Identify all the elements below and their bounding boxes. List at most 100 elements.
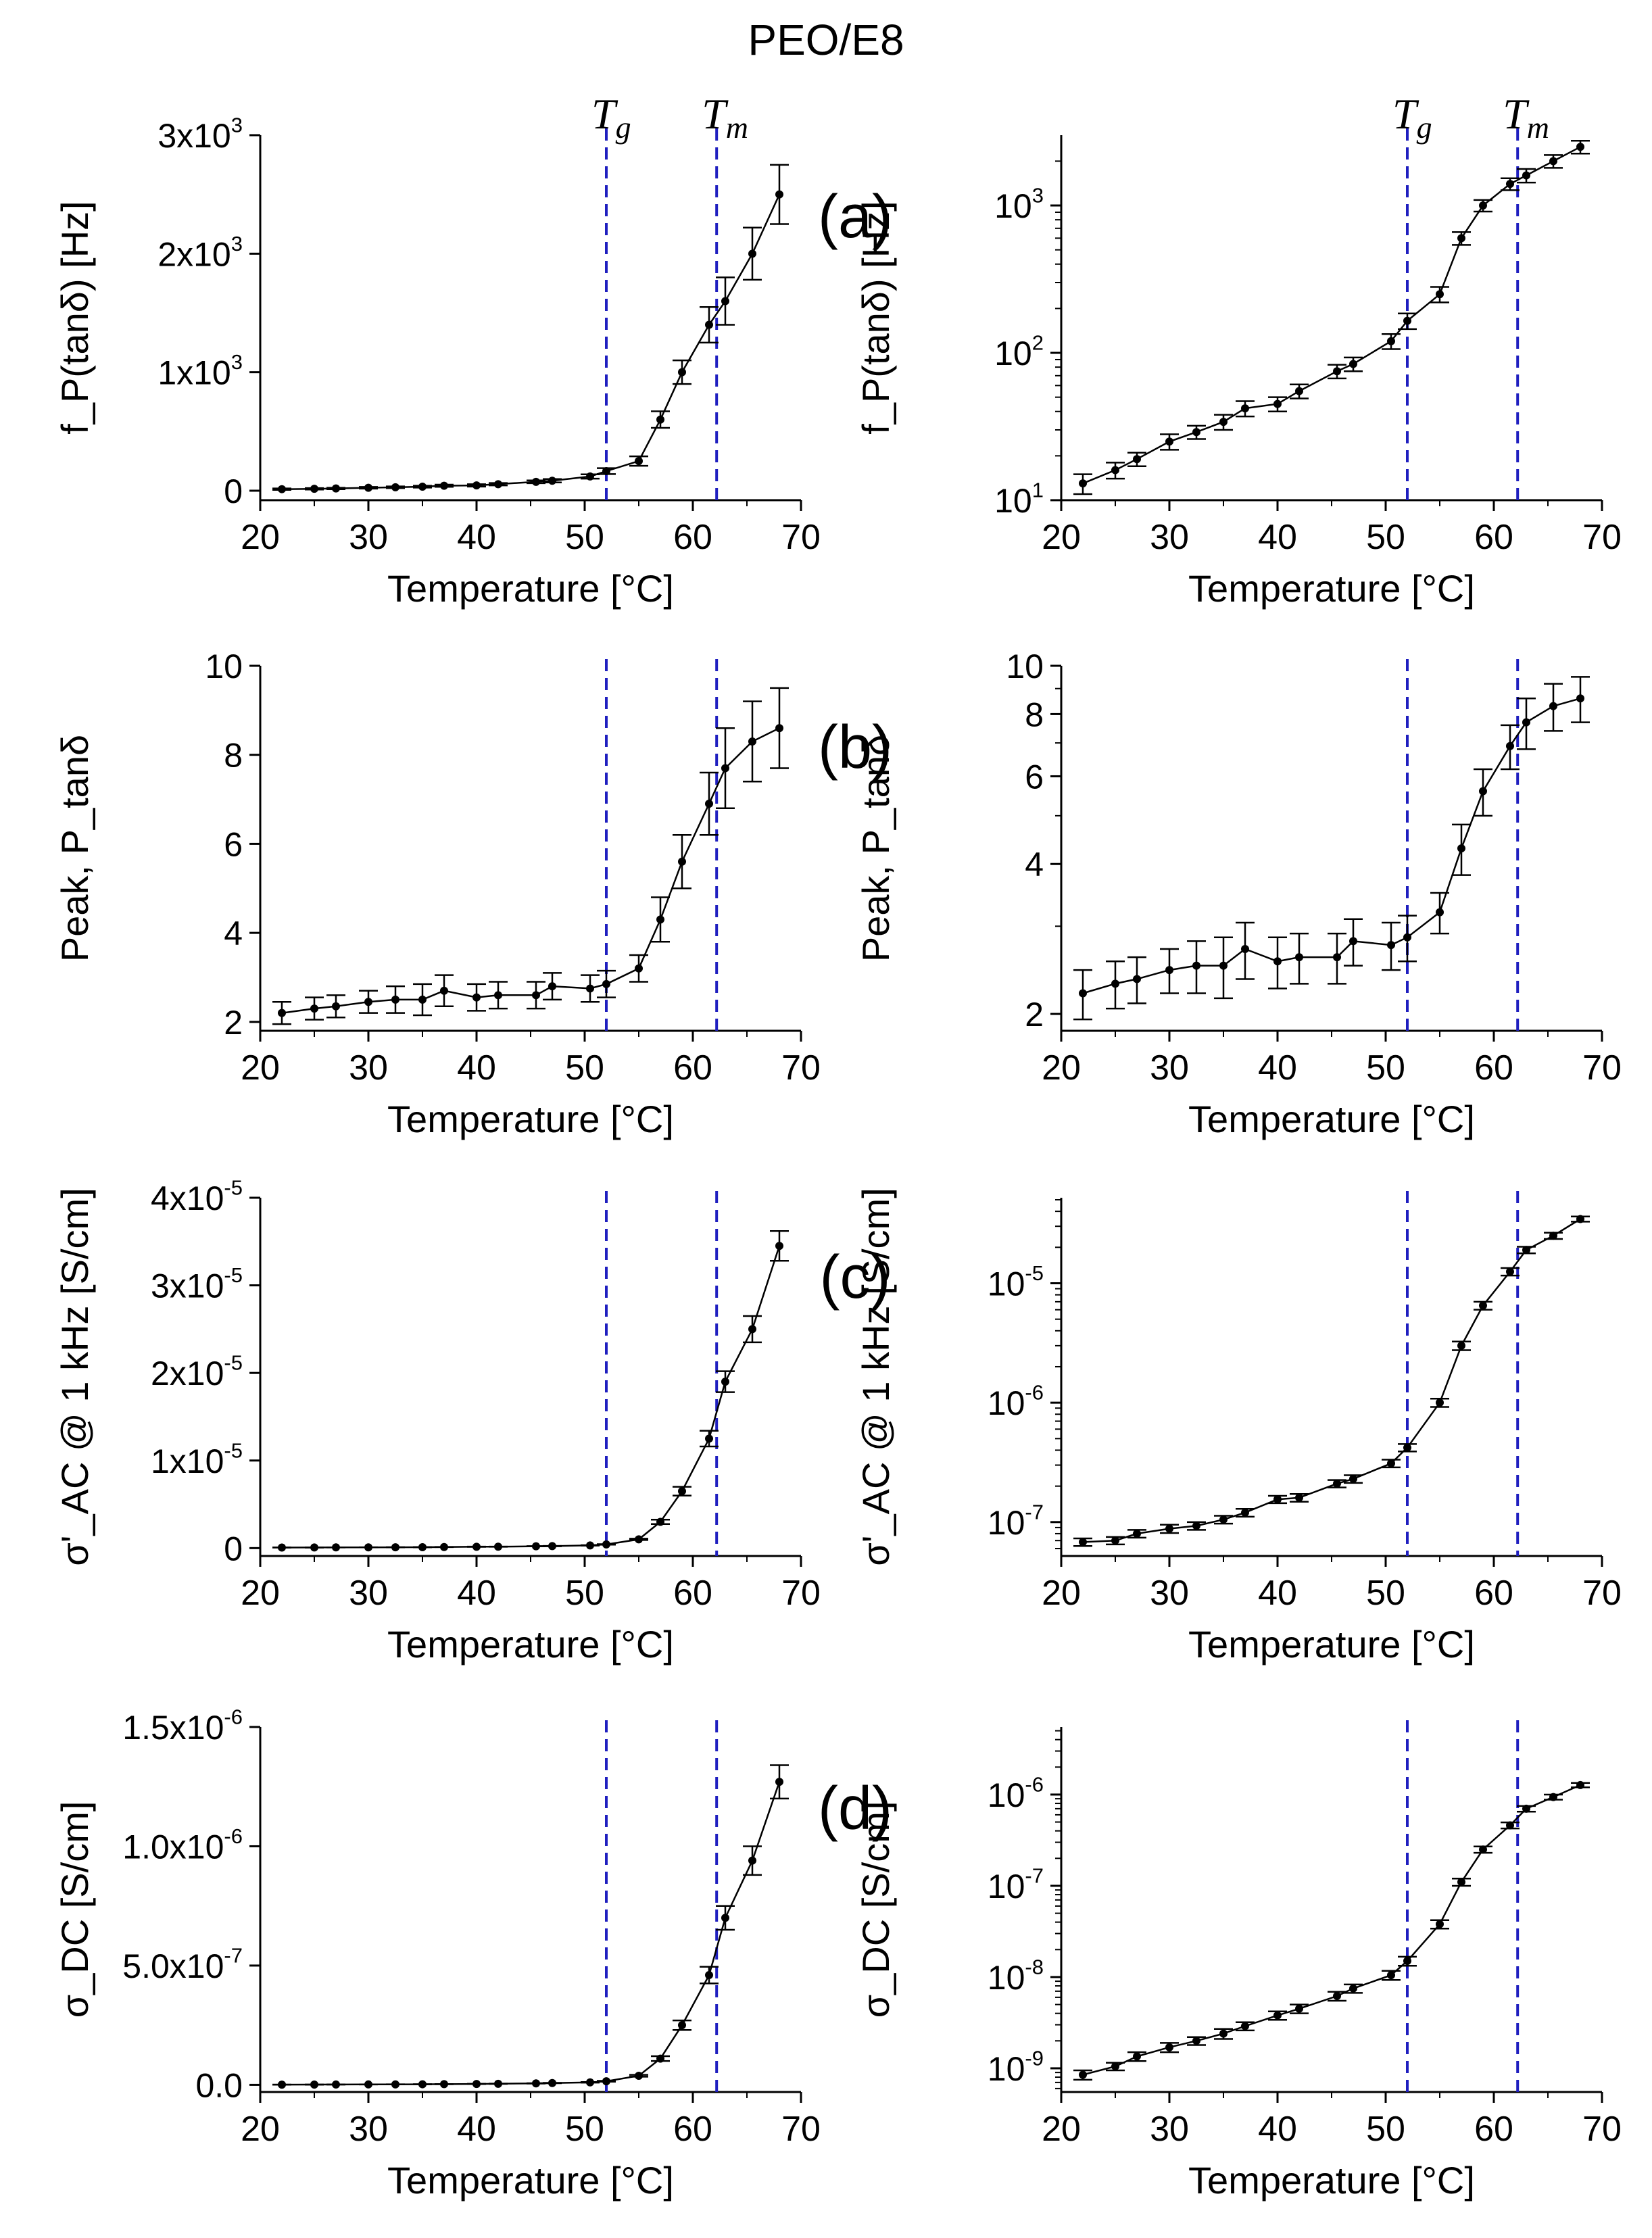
data-point [1436, 1920, 1444, 1928]
data-point [635, 1535, 643, 1544]
x-tick-label: 70 [781, 1048, 821, 1088]
x-tick-label: 50 [1366, 1048, 1405, 1088]
data-point [1219, 418, 1228, 427]
data-point [310, 485, 318, 493]
data-point [440, 986, 448, 995]
data-point [1273, 957, 1282, 966]
data-point [332, 1002, 340, 1011]
data-point [1333, 1479, 1341, 1488]
y-tick-label: 8 [1025, 696, 1044, 733]
y-axis-label: f_P(tanδ) [Hz] [854, 201, 897, 435]
data-point [278, 1543, 286, 1552]
y-tick-label: 2x103 [157, 232, 243, 274]
data-point [775, 1242, 783, 1250]
data-point [532, 1542, 540, 1551]
axes-frame [1060, 666, 1602, 1032]
data-point [1079, 2070, 1087, 2079]
data-point [1192, 428, 1200, 437]
y-tick-label: 10-9 [988, 2046, 1044, 2088]
x-tick-label: 40 [1258, 1048, 1297, 1088]
y-tick-label: 3x10-5 [151, 1263, 243, 1305]
data-point [364, 2080, 372, 2089]
x-tick-label: 70 [1582, 1574, 1622, 1613]
y-axis-label: f_P(tanδ) [Hz] [53, 201, 96, 435]
data-point [1576, 694, 1584, 703]
y-tick-label: 10-5 [988, 1261, 1044, 1303]
data-point [1479, 201, 1487, 210]
x-tick-label: 20 [1042, 2110, 1081, 2149]
data-point [278, 2081, 286, 2089]
data-point [1111, 2062, 1119, 2071]
data-point [1522, 1246, 1530, 1255]
data-point [602, 979, 610, 988]
x-axis-label: Temperature [°C] [1188, 2159, 1475, 2201]
data-point [532, 991, 540, 1000]
panel-c-log: 20 30 40 50 60 70 10-7 10-6 10-5 Temperature [°C]… [854, 1188, 1622, 1665]
axes-frame [259, 666, 801, 1032]
y-tick-label: 3x103 [157, 114, 243, 155]
panel-b-lin: 20 30 40 50 60 70 2 4 6 8 10 Temperature [°C] Peak, … [53, 648, 892, 1140]
panel-a-log: 20 30 40 50 60 70 101 102 103 Tg Tm Temperature [°C… [854, 90, 1622, 610]
x-tick-label: 30 [1150, 1048, 1189, 1088]
x-tick-label: 40 [457, 2110, 496, 2149]
data-point [391, 1543, 399, 1552]
data-point [1387, 337, 1395, 345]
x-tick-label: 20 [241, 518, 280, 557]
series-line [1082, 698, 1581, 994]
data-point [1295, 1493, 1303, 1502]
data-point [1079, 989, 1087, 998]
data-point [310, 2081, 318, 2089]
x-tick-label: 30 [1150, 1574, 1189, 1613]
data-point [494, 2079, 502, 2088]
series-line [281, 1245, 781, 1549]
data-point [418, 483, 427, 491]
data-point [1079, 1538, 1087, 1547]
data-point [1549, 1793, 1557, 1801]
data-point [1549, 157, 1557, 166]
axes-frame [259, 1198, 801, 1557]
y-tick-label: 6 [224, 825, 243, 863]
data-point [391, 2080, 399, 2089]
axes-frame [259, 135, 801, 502]
panel-label: (d) [818, 1775, 892, 1843]
x-tick-label: 70 [1582, 518, 1622, 557]
data-point [602, 1540, 610, 1549]
data-point [1219, 961, 1228, 970]
data-point [1241, 945, 1249, 954]
data-point [418, 2080, 427, 2089]
x-tick-label: 20 [1042, 1048, 1081, 1088]
axes-frame [259, 1727, 801, 2093]
x-tick-label: 50 [565, 2110, 604, 2149]
data-point [748, 249, 756, 258]
data-point [548, 982, 556, 991]
data-point [1165, 2043, 1173, 2051]
data-point [1192, 961, 1200, 970]
x-tick-label: 40 [1258, 1574, 1297, 1613]
data-point [1436, 908, 1444, 917]
x-tick-label: 50 [1366, 1574, 1405, 1613]
data-point [494, 480, 502, 489]
y-tick-label: 10 [205, 648, 243, 685]
data-point [1349, 360, 1357, 368]
data-point [721, 764, 729, 773]
y-tick-label: 2 [224, 1004, 243, 1042]
y-tick-label: 101 [994, 479, 1044, 520]
data-point [586, 1541, 594, 1550]
data-point [1522, 718, 1530, 727]
data-point [1349, 1474, 1357, 1483]
y-tick-label: 2 [1025, 996, 1044, 1033]
data-point [1349, 937, 1357, 946]
data-point [1273, 399, 1282, 408]
y-tick-label: 6 [1025, 758, 1044, 796]
y-axis-label: Peak, P_tanδ [53, 735, 96, 962]
data-point [1549, 1232, 1557, 1240]
data-point [586, 984, 594, 993]
data-point [1479, 1845, 1487, 1854]
data-point [1403, 1443, 1411, 1452]
x-axis-label: Temperature [°C] [387, 567, 674, 610]
data-point [602, 467, 610, 476]
data-point [1576, 1780, 1584, 1789]
data-point [1295, 953, 1303, 962]
y-axis-label: σ_DC [S/cm] [53, 1801, 96, 2018]
x-tick-label: 20 [1042, 1574, 1081, 1613]
